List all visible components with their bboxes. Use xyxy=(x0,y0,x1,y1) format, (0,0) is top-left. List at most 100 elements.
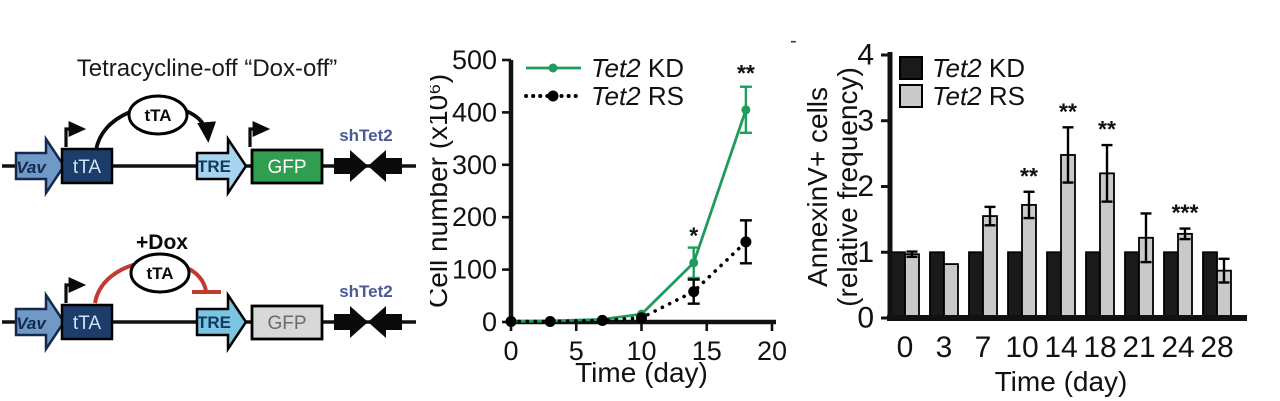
x-tick-label: 5 xyxy=(569,336,584,366)
shrna-hairpin-icon xyxy=(334,306,402,338)
data-point xyxy=(596,314,608,326)
bar-rs-day10 xyxy=(1021,204,1037,319)
legend-label: Tet2 KD xyxy=(591,53,684,83)
significance-marker: ** xyxy=(737,60,755,86)
gfp-label: GFP xyxy=(267,313,306,334)
tta-protein-oval xyxy=(129,252,191,294)
shtet2-label: shTet2 xyxy=(339,282,393,301)
x-category-label: 7 xyxy=(975,331,992,364)
legend-label: Tet2 RS xyxy=(932,81,1025,111)
gfp-reporter-box-off xyxy=(250,304,324,341)
dox-label: +Dox xyxy=(136,231,188,254)
bar-kd-day28 xyxy=(1202,251,1218,319)
x-category-label: 3 xyxy=(936,331,953,364)
data-point xyxy=(689,258,699,268)
x-category-label: 10 xyxy=(1005,331,1038,364)
tta-gene-box xyxy=(60,147,114,185)
significance-marker: ** xyxy=(1020,163,1038,189)
y-tick-label: 2 xyxy=(857,170,874,203)
x-category-label: 14 xyxy=(1044,331,1077,364)
legend-swatch xyxy=(899,56,923,80)
x-category-label: 28 xyxy=(1200,331,1233,364)
legend-marker xyxy=(548,63,558,73)
vav-label: Vav xyxy=(16,158,47,177)
x-axis-title: Time (day) xyxy=(575,357,708,388)
significance-marker: ** xyxy=(1059,98,1077,124)
x-tick-label: 20 xyxy=(757,336,787,366)
bar-kd-day18 xyxy=(1085,251,1101,319)
tta-protein-label: tTA xyxy=(144,106,171,125)
vav-label: Vav xyxy=(16,314,47,333)
x-category-label: 24 xyxy=(1161,331,1194,364)
gfp-label: GFP xyxy=(267,157,306,178)
tre-label: TRE xyxy=(197,313,231,332)
y-tick-label: 0 xyxy=(857,302,874,335)
data-point xyxy=(741,105,751,115)
stray-dash-mark: - xyxy=(790,30,797,52)
y-tick-label: 300 xyxy=(452,150,497,180)
y-tick-label: 3 xyxy=(857,104,874,137)
x-category-label: 0 xyxy=(897,331,914,364)
shtet2-label: shTet2 xyxy=(339,126,393,145)
bar-kd-day7 xyxy=(968,251,984,319)
tre-element-arrow xyxy=(195,134,248,198)
y-tick-label: 400 xyxy=(452,97,497,127)
legend-label: Tet2 KD xyxy=(932,53,1025,83)
bar-rs-day0 xyxy=(904,253,920,319)
data-point xyxy=(688,286,700,298)
dox-on-construct: Vav tTA +Dox tTA TRE GFP shTet2 xyxy=(2,231,416,354)
data-point xyxy=(505,315,517,327)
x-category-label: 21 xyxy=(1122,331,1155,364)
y-axis-title: Cell number (x10⁶) xyxy=(430,74,453,308)
y-tick-label: 4 xyxy=(857,39,874,72)
dox-off-construct: Vav tTA tTA TRE GFP shTet2 xyxy=(2,94,416,198)
bar-rs-day24 xyxy=(1177,232,1193,319)
series-line-rs xyxy=(509,240,748,324)
vav-promoter-arrow xyxy=(14,134,66,198)
tta-gene-label: tTA xyxy=(73,157,101,178)
data-point xyxy=(636,312,647,324)
tre-element-arrow xyxy=(195,290,248,354)
bar-kd-day14 xyxy=(1046,251,1062,319)
tre-label: TRE xyxy=(197,157,231,176)
y-tick-label: 0 xyxy=(482,307,497,337)
bar-kd-day10 xyxy=(1007,251,1023,319)
series-line-kd xyxy=(510,109,748,323)
tta-protein-label: tTA xyxy=(146,264,173,283)
x-tick-label: 0 xyxy=(503,336,518,366)
legend-swatch xyxy=(899,84,923,108)
y-tick-label: 200 xyxy=(452,202,497,232)
vav-promoter-arrow xyxy=(14,290,66,354)
bar-kd-day24 xyxy=(1163,251,1179,319)
bar-kd-day21 xyxy=(1124,251,1140,319)
legend-marker xyxy=(547,90,559,102)
tta-gene-label: tTA xyxy=(73,313,101,334)
y-tick-label: 1 xyxy=(857,236,874,269)
y-tick-label: 100 xyxy=(452,255,497,285)
gfp-reporter-box xyxy=(250,148,324,185)
significance-marker: *** xyxy=(1172,200,1199,226)
bar-rs-day7 xyxy=(982,215,998,319)
promoter-start-arrow-icon xyxy=(64,277,87,303)
bar-rs-day3 xyxy=(943,263,959,319)
y-axis-title-line2: (relative frequency) xyxy=(832,67,863,307)
legend-label: Tet2 RS xyxy=(591,81,684,111)
diagram-title: Tetracycline-off “Dox-off” xyxy=(77,55,338,82)
x-tick-label: 15 xyxy=(692,336,722,366)
significance-marker: * xyxy=(689,222,698,248)
bar-kd-day3 xyxy=(929,251,945,319)
x-tick-label: 10 xyxy=(626,336,656,366)
y-tick-label: 500 xyxy=(452,45,497,75)
y-axis-title-line1: AnnexinV+ cells xyxy=(805,87,833,287)
tta-gene-box xyxy=(60,303,114,341)
tta-protein-oval xyxy=(127,94,189,136)
x-axis-title: Time (day) xyxy=(995,366,1128,397)
shrna-hairpin-icon xyxy=(334,150,402,182)
tet-off-construct-diagram: Tetracycline-off “Dox-off” Vav tTA tTA T… xyxy=(2,55,416,354)
promoter-start-arrow-icon xyxy=(64,121,87,147)
x-category-label: 18 xyxy=(1083,331,1116,364)
bar-kd-day0 xyxy=(890,251,906,319)
